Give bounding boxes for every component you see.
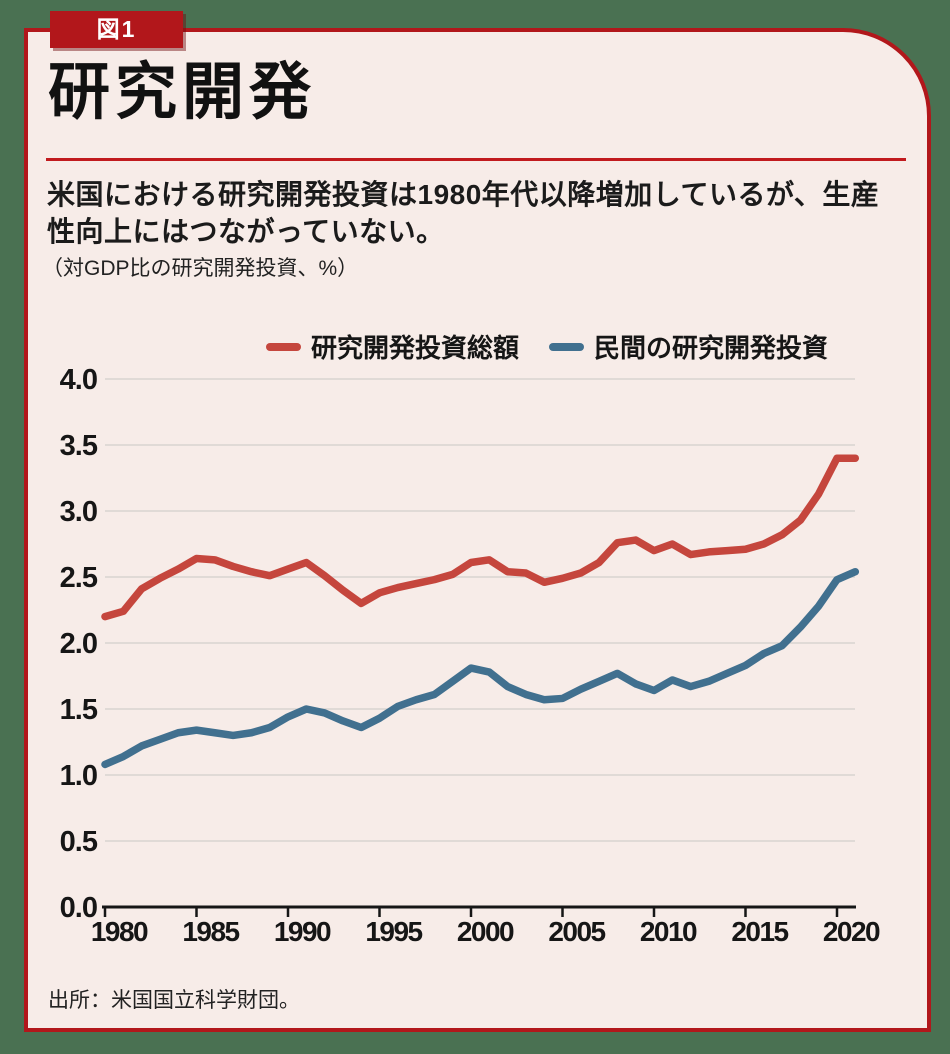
svg-text:2005: 2005 bbox=[548, 916, 605, 947]
source-note: 出所：米国国立科学財団。 bbox=[48, 989, 300, 1012]
svg-text:1990: 1990 bbox=[274, 916, 331, 947]
svg-text:0.5: 0.5 bbox=[60, 826, 98, 858]
svg-text:1995: 1995 bbox=[365, 916, 422, 947]
legend-swatch-private bbox=[549, 342, 585, 351]
axis-unit-note: （対GDP比の研究開発投資、%） bbox=[42, 257, 359, 280]
svg-text:2.5: 2.5 bbox=[60, 562, 98, 594]
figure-title: 研究開発 bbox=[48, 58, 317, 127]
legend-label-private: 民間の研究開発投資 bbox=[594, 333, 829, 363]
figure-lead-text: 米国における研究開発投資は1980年代以降増加しているが、生産性向上にはつながっ… bbox=[47, 179, 880, 248]
title-divider bbox=[46, 158, 906, 161]
svg-text:2.0: 2.0 bbox=[60, 628, 97, 660]
legend-item-total: 研究開発投資総額 bbox=[266, 328, 519, 365]
svg-text:4.0: 4.0 bbox=[60, 364, 97, 396]
svg-text:1.5: 1.5 bbox=[60, 694, 98, 726]
legend-swatch-total bbox=[266, 342, 301, 351]
svg-text:2000: 2000 bbox=[457, 916, 514, 947]
figure-number-badge: 図1 bbox=[50, 11, 183, 48]
svg-text:1980: 1980 bbox=[91, 916, 148, 947]
svg-text:0.0: 0.0 bbox=[60, 892, 97, 924]
svg-text:1.0: 1.0 bbox=[60, 760, 97, 792]
svg-text:3.0: 3.0 bbox=[60, 496, 97, 528]
svg-text:1985: 1985 bbox=[182, 916, 239, 947]
svg-text:3.5: 3.5 bbox=[60, 430, 98, 462]
legend-item-private: 民間の研究開発投資 bbox=[549, 328, 828, 365]
legend-label-total: 研究開発投資総額 bbox=[311, 333, 520, 363]
svg-text:2010: 2010 bbox=[640, 916, 697, 947]
chart-legend: 研究開発投資総額 民間の研究開発投資 bbox=[266, 328, 828, 365]
figure-card bbox=[24, 28, 931, 1032]
svg-text:2020: 2020 bbox=[823, 916, 880, 947]
figure-number-label: 図1 bbox=[96, 16, 137, 42]
svg-text:2015: 2015 bbox=[731, 916, 788, 947]
